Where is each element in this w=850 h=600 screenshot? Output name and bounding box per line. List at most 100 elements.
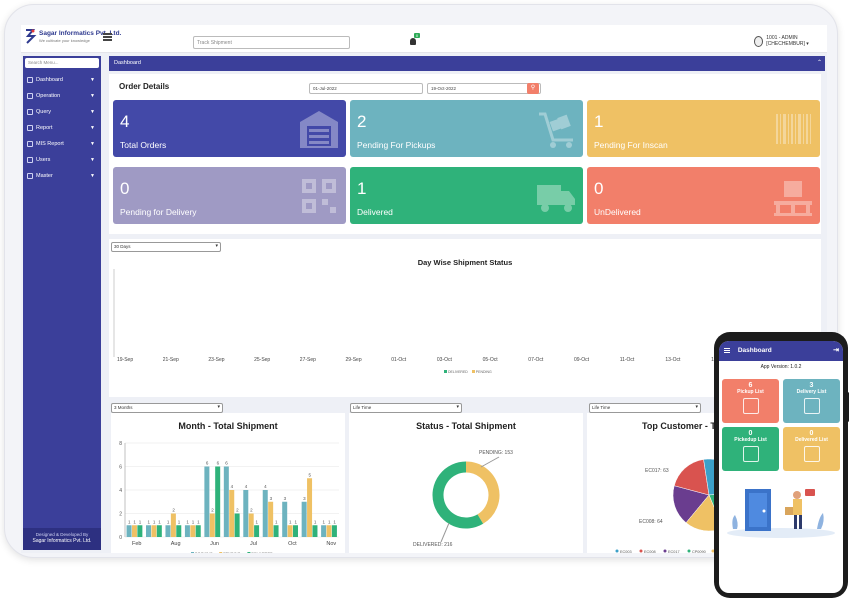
x-tick-label: Jun: [210, 541, 219, 547]
sidebar-item-report[interactable]: Report ▼: [23, 120, 101, 136]
status-range-select[interactable]: Life Time: [350, 403, 462, 413]
bar-data-label: 1: [147, 519, 150, 524]
legend-swatch: [687, 549, 691, 553]
bar-delivered: [137, 525, 143, 537]
bar-pending: [307, 478, 313, 537]
sidebar-item-mis-report[interactable]: MIS Report ▼: [23, 136, 101, 152]
bar-data-label: 6: [217, 461, 220, 466]
app-version: App Version: 1.0.2: [760, 364, 802, 370]
sidebar-item-operation[interactable]: Operation ▼: [23, 88, 101, 104]
legend-label: PENDING: [223, 552, 240, 553]
y-tick-label: 8: [119, 441, 122, 447]
phone-tile-pickup-list[interactable]: 6 Pickup List: [722, 379, 779, 423]
sidebar-footer: Designed & Developed By Sagar Informatic…: [23, 528, 101, 550]
bar-data-label: 1: [186, 519, 189, 524]
brand-logo[interactable]: Sagar Informatics Pvt. Ltd. We cultivate…: [23, 28, 121, 44]
tile-value: 0: [594, 179, 604, 198]
bar-data-label: 1: [153, 519, 156, 524]
bar-pending: [170, 513, 176, 537]
logout-icon[interactable]: ⇥: [833, 347, 839, 354]
bar-data-label: 1: [333, 519, 336, 524]
sidebar-item-label: Query: [36, 109, 51, 115]
bar-delivered: [293, 525, 299, 537]
main-content: Dashboard ⌃ Order Details 01-Jul-2022 19…: [109, 56, 825, 553]
phone-tile-pickedup-list[interactable]: 0 Pickedup List: [722, 427, 779, 471]
avatar: [754, 35, 764, 47]
track-shipment-input[interactable]: Track Shipment: [193, 36, 350, 49]
tile-value: 0: [809, 430, 814, 437]
tile-value: 3: [809, 382, 814, 389]
legend-pending: PENDING: [475, 370, 492, 374]
bar-data-label: 4: [245, 484, 248, 489]
tile-total-orders[interactable]: 4 Total Orders: [113, 100, 346, 157]
tile-delivered[interactable]: 1 Delivered: [350, 167, 583, 224]
day-tick-label: 07-Oct: [528, 357, 544, 363]
status-chart-title: Status - Total Shipment: [416, 421, 516, 431]
bar-delivered: [156, 525, 162, 537]
sidebar-item-query[interactable]: Query ▼: [23, 104, 101, 120]
user-menu[interactable]: 1001 - ADMIN [CHECHEMBUR] ▾: [754, 35, 827, 47]
sidebar-item-master[interactable]: Master ▼: [23, 168, 101, 184]
x-tick-label: Aug: [171, 541, 181, 547]
brand-tagline: We cultivate your knowledge: [39, 37, 90, 43]
day-tick-label: 21-Sep: [162, 357, 179, 363]
tile-undelivered[interactable]: 0 UnDelivered: [587, 167, 820, 224]
garage-icon: [300, 111, 338, 148]
search-button[interactable]: ⚲: [527, 83, 539, 94]
status-donut-chart: PENDING: 153 DELIVERED: 216: [413, 450, 513, 548]
legend-label: BOOKING: [195, 552, 213, 553]
page-title: Dashboard: [114, 60, 141, 66]
day-tick-label: 13-Oct: [665, 357, 681, 363]
bar-booking: [146, 525, 152, 537]
day-chart-legend: DELIVERED PENDING: [444, 370, 492, 374]
sidebar-item-dashboard[interactable]: Dashboard ▼: [23, 72, 101, 88]
legend-swatch: [471, 370, 475, 373]
documents-icon: [803, 446, 820, 462]
legend-label: DELIVERED: [251, 552, 273, 553]
day-range-select[interactable]: 30 Days: [111, 242, 221, 252]
day-tick-label: 09-Oct: [574, 357, 590, 363]
bell-icon[interactable]: [410, 38, 416, 45]
order-details-panel: Order Details 01-Jul-2022 19-Oct-2022 ⚲ …: [109, 74, 821, 234]
bar-data-label: 6: [206, 461, 209, 466]
from-date-input[interactable]: 01-Jul-2022: [309, 83, 423, 94]
donut-slice-pending: [465, 461, 500, 524]
order-details-title: Order Details: [119, 82, 170, 91]
sidebar-item-label: Dashboard: [36, 77, 63, 83]
customer-range-select[interactable]: Life Time: [589, 403, 701, 413]
hamburger-menu-icon[interactable]: [103, 33, 112, 41]
phone-frame: Dashboard ⇥ App Version: 1.0.2 6 Pickup …: [714, 332, 848, 598]
phone-header: Dashboard ⇥: [719, 341, 843, 361]
search-icon: ⚲: [530, 85, 536, 91]
hamburger-menu-icon[interactable]: [724, 347, 730, 353]
bar-data-label: 3: [303, 496, 306, 501]
tile-value: 1: [594, 112, 604, 131]
bar-pending: [287, 525, 293, 537]
app-screen: Sagar Informatics Pvt. Ltd. We cultivate…: [21, 25, 827, 553]
day-tick-label: 25-Sep: [254, 357, 271, 363]
phone-title: Dashboard: [737, 347, 772, 354]
to-date-input[interactable]: 19-Oct-2022: [427, 83, 541, 94]
tile-pending-delivery[interactable]: 0 Pending for Delivery: [113, 167, 346, 224]
bar-delivered: [195, 525, 201, 537]
tile-pending-pickups[interactable]: 2 Pending For Pickups: [350, 100, 583, 157]
tile-pending-inscan[interactable]: 1 Pending For Inscan: [587, 100, 820, 157]
bar-booking: [223, 466, 229, 537]
menu-search-input[interactable]: Search Menu...: [25, 58, 99, 68]
chevron-up-icon[interactable]: ⌃: [816, 60, 822, 66]
month-range-select[interactable]: 3 Months: [111, 403, 223, 413]
donut-label-delivered: DELIVERED: 216: [413, 542, 453, 548]
tile-label: Delivery List: [796, 389, 827, 395]
sidebar-item-users[interactable]: Users ▼: [23, 152, 101, 168]
day-tick-label: 29-Sep: [345, 357, 362, 363]
pie-slice-ec017: [672, 485, 710, 524]
bar-data-label: 1: [158, 519, 161, 524]
brand-name: Sagar Informatics Pvt. Ltd.: [39, 29, 122, 37]
bar-data-label: 1: [167, 519, 170, 524]
bar-delivered: [273, 525, 279, 537]
label-leader: [440, 522, 450, 543]
phone-tile-delivered-list[interactable]: 0 Delivered List: [783, 427, 840, 471]
bar-pending: [268, 501, 274, 537]
x-tick-label: Oct: [288, 541, 297, 547]
phone-tile-delivery-list[interactable]: 3 Delivery List: [783, 379, 840, 423]
